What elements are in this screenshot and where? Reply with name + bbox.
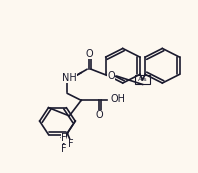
Text: F: F [61,144,66,154]
Text: O: O [85,49,93,59]
FancyBboxPatch shape [135,75,150,84]
Text: OH: OH [111,94,126,104]
Text: O: O [107,71,115,81]
Text: Aιs: Aιs [138,77,147,82]
Text: F: F [69,139,74,149]
Text: F: F [61,133,66,143]
Text: NH: NH [62,73,77,83]
Text: O: O [95,110,103,120]
